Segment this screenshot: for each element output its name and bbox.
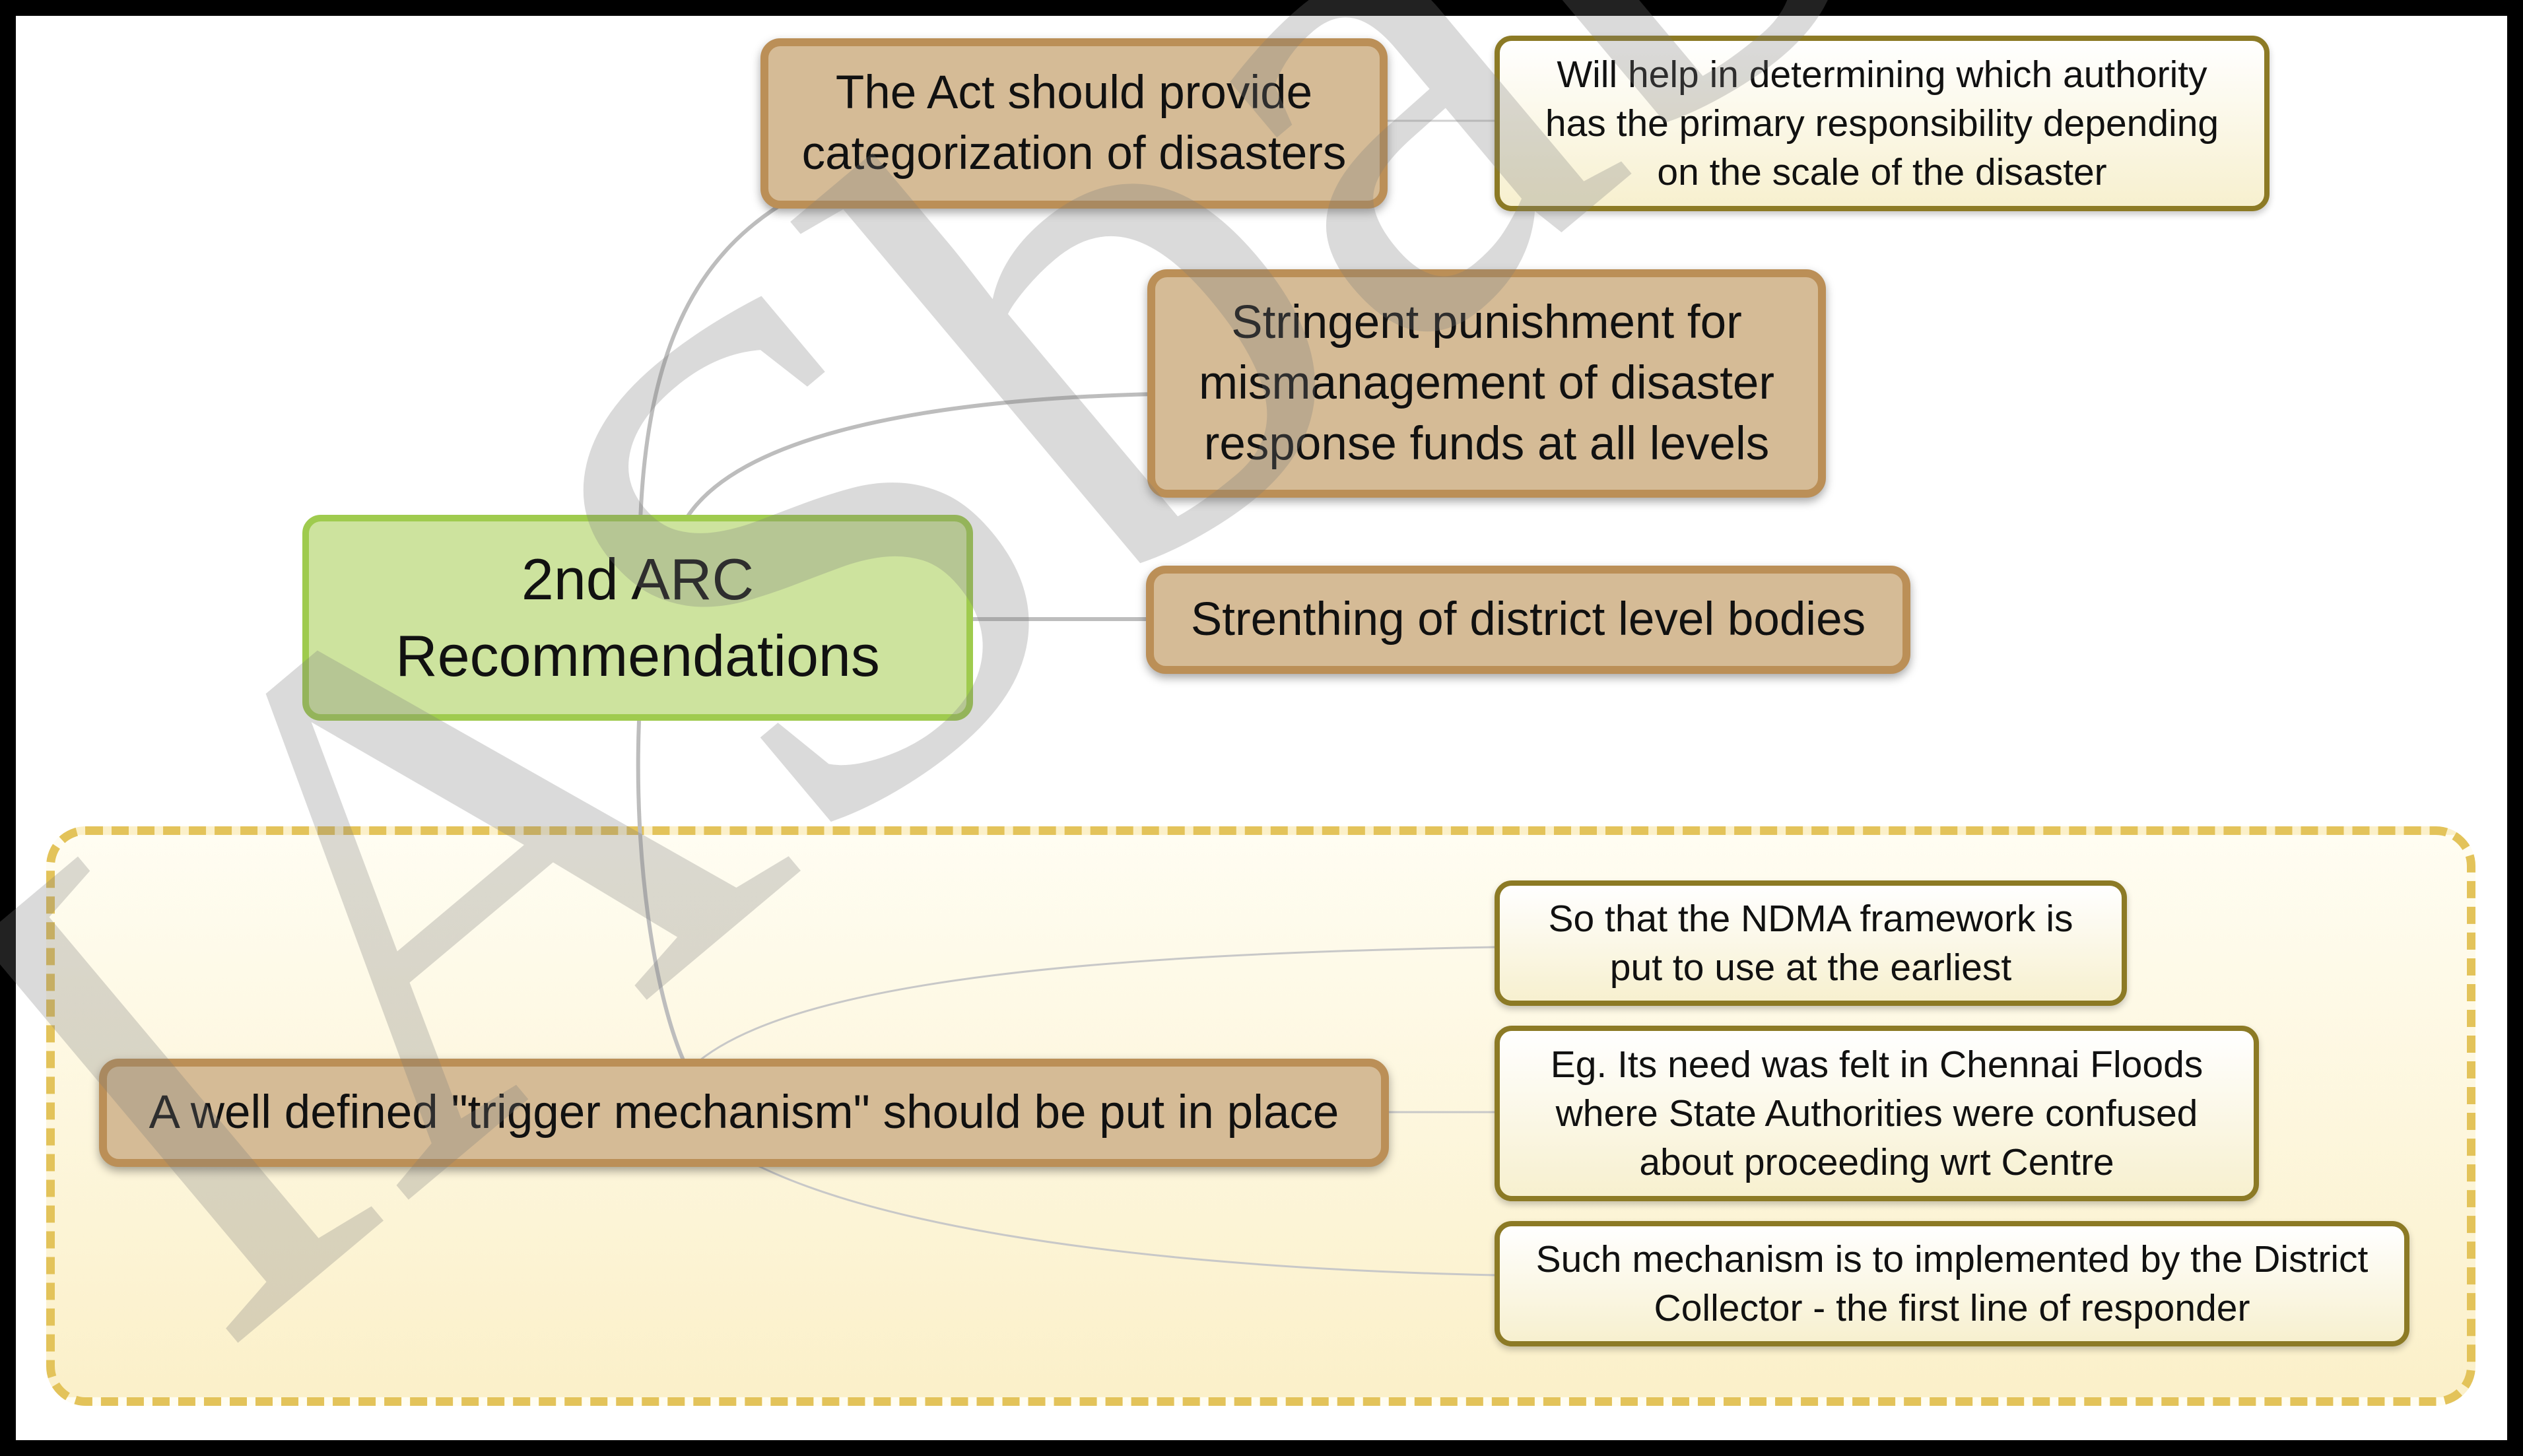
note-trigger-chennai-text: Eg. Its need was felt in Chennai Floods … bbox=[1550, 1043, 2203, 1183]
connector-central-trigger bbox=[636, 720, 685, 1061]
note-trigger-chennai: Eg. Its need was felt in Chennai Floods … bbox=[1495, 1026, 2259, 1201]
note-trigger-ndma-text: So that the NDMA framework is put to use… bbox=[1548, 898, 2073, 989]
note-trigger-collector-text: Such mechanism is to implemented by the … bbox=[1535, 1238, 2369, 1329]
connector-central-categorization bbox=[638, 196, 793, 522]
central-topic-line2: Recommendations bbox=[395, 623, 880, 688]
branch-trigger-mechanism: A well defined "trigger mechanism" shoul… bbox=[99, 1059, 1389, 1167]
branch-punishment: Stringent punishment for mismanagement o… bbox=[1147, 269, 1826, 498]
branch-categorization-label: The Act should provide categorization of… bbox=[801, 67, 1347, 180]
note-trigger-collector: Such mechanism is to implemented by the … bbox=[1495, 1221, 2409, 1346]
connector-central-punishment bbox=[685, 392, 1156, 519]
note-trigger-ndma: So that the NDMA framework is put to use… bbox=[1495, 880, 2127, 1006]
branch-district-bodies: Strenthing of district level bodies bbox=[1146, 566, 1910, 674]
note-categorization-text: Will help in determining which authority… bbox=[1545, 53, 2219, 193]
central-topic-line1: 2nd ARC bbox=[521, 546, 755, 612]
central-topic: 2nd ARC Recommendations bbox=[302, 515, 973, 721]
branch-trigger-mechanism-label: A well defined "trigger mechanism" shoul… bbox=[149, 1086, 1339, 1139]
branch-categorization: The Act should provide categorization of… bbox=[760, 38, 1388, 209]
branch-punishment-label: Stringent punishment for mismanagement o… bbox=[1198, 296, 1775, 470]
note-categorization: Will help in determining which authority… bbox=[1495, 36, 2270, 211]
connector-trigger-note-1 bbox=[692, 946, 1496, 1067]
branch-district-bodies-label: Strenthing of district level bodies bbox=[1190, 593, 1866, 645]
